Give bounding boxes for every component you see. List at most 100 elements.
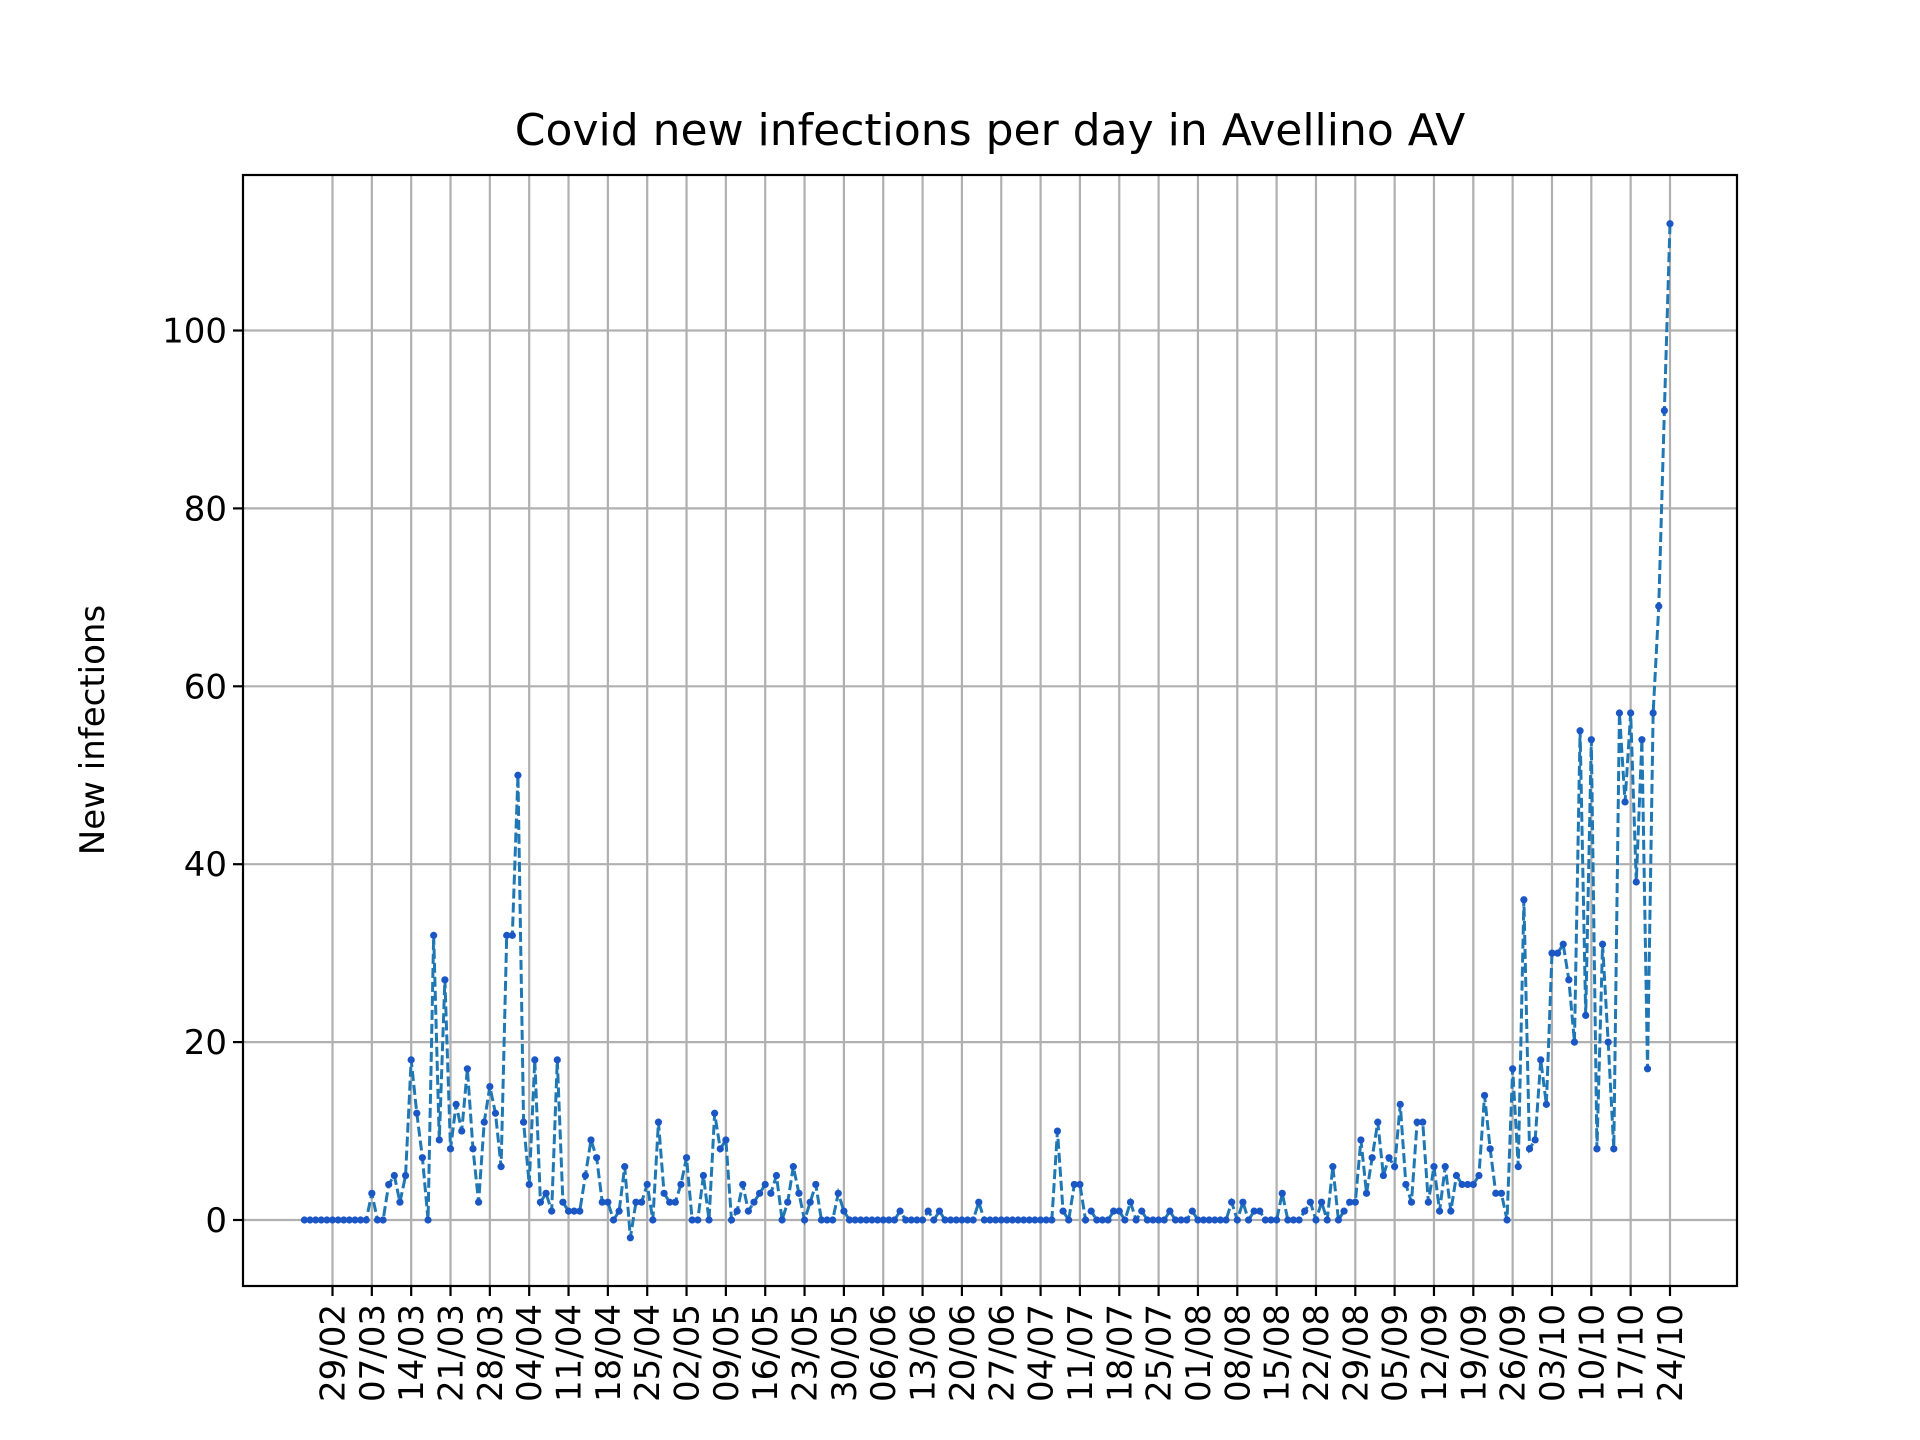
data-point bbox=[885, 1216, 893, 1224]
data-point bbox=[992, 1216, 1000, 1224]
data-point bbox=[1587, 736, 1595, 744]
data-point bbox=[334, 1216, 342, 1224]
y-axis-ticks: 0 20 40 60 80 100 bbox=[162, 312, 243, 1241]
data-point bbox=[986, 1216, 994, 1224]
data-point bbox=[817, 1216, 826, 1224]
data-point bbox=[879, 1216, 887, 1224]
data-point bbox=[1323, 1216, 1331, 1224]
data-point bbox=[413, 1109, 421, 1117]
data-point bbox=[463, 1065, 471, 1073]
data-point bbox=[407, 1056, 415, 1064]
x-tick-label: 21/03 bbox=[432, 1304, 472, 1402]
data-point bbox=[1621, 798, 1629, 806]
data-point bbox=[930, 1216, 938, 1224]
data-point bbox=[531, 1056, 539, 1064]
data-point bbox=[1166, 1207, 1174, 1215]
data-point bbox=[806, 1198, 814, 1206]
data-point bbox=[1267, 1216, 1275, 1224]
data-point bbox=[1593, 1145, 1601, 1153]
data-point bbox=[1548, 949, 1556, 957]
data-point bbox=[1627, 709, 1635, 717]
y-tick-label: 80 bbox=[184, 489, 227, 529]
data-point bbox=[626, 1234, 634, 1242]
data-point bbox=[789, 1163, 797, 1171]
data-point bbox=[385, 1180, 393, 1189]
data-point bbox=[1441, 1163, 1449, 1171]
data-point bbox=[542, 1189, 550, 1197]
data-point bbox=[300, 1216, 308, 1224]
data-point bbox=[1492, 1189, 1500, 1197]
data-point bbox=[424, 1216, 432, 1224]
data-point bbox=[609, 1216, 618, 1224]
data-point bbox=[1205, 1216, 1213, 1224]
data-point bbox=[1020, 1216, 1028, 1224]
data-point bbox=[1070, 1180, 1078, 1189]
data-point bbox=[497, 1163, 505, 1171]
data-point bbox=[907, 1216, 915, 1224]
data-point bbox=[475, 1198, 483, 1206]
x-tick-label: 14/03 bbox=[392, 1304, 432, 1402]
data-point bbox=[1059, 1207, 1067, 1215]
data-point bbox=[784, 1198, 792, 1206]
data-point bbox=[1216, 1216, 1225, 1224]
x-tick-label: 18/07 bbox=[1100, 1304, 1140, 1402]
y-tick-label: 100 bbox=[162, 312, 227, 352]
data-point bbox=[1559, 940, 1567, 948]
x-tick-label: 03/10 bbox=[1533, 1304, 1573, 1402]
data-point bbox=[1469, 1180, 1477, 1189]
data-point bbox=[559, 1198, 567, 1206]
x-tick-label: 29/02 bbox=[314, 1304, 354, 1402]
x-tick-label: 04/07 bbox=[1022, 1304, 1062, 1402]
data-point bbox=[1525, 1145, 1534, 1153]
data-point bbox=[1329, 1163, 1337, 1171]
data-point bbox=[1486, 1145, 1494, 1153]
data-point bbox=[1256, 1207, 1264, 1215]
data-point bbox=[654, 1118, 663, 1126]
data-point bbox=[486, 1082, 494, 1091]
data-point bbox=[829, 1216, 837, 1224]
data-point bbox=[1228, 1198, 1236, 1206]
x-tick-label: 20/06 bbox=[943, 1304, 983, 1402]
data-point bbox=[1497, 1189, 1506, 1197]
data-point bbox=[1509, 1065, 1517, 1073]
data-point bbox=[1301, 1207, 1309, 1215]
data-point bbox=[851, 1216, 859, 1224]
data-point bbox=[913, 1216, 921, 1224]
x-tick-label: 16/05 bbox=[746, 1304, 786, 1402]
data-point bbox=[1149, 1216, 1157, 1224]
data-point bbox=[435, 1136, 443, 1144]
data-point bbox=[733, 1207, 741, 1215]
data-point bbox=[671, 1198, 679, 1206]
data-point bbox=[857, 1216, 865, 1224]
data-point bbox=[1188, 1207, 1196, 1215]
data-point bbox=[1514, 1163, 1522, 1171]
x-tick-label: 23/05 bbox=[786, 1304, 826, 1402]
data-point bbox=[1065, 1216, 1073, 1224]
data-point bbox=[941, 1216, 949, 1224]
data-point bbox=[643, 1180, 651, 1189]
data-point bbox=[1317, 1198, 1326, 1206]
data-point bbox=[845, 1216, 854, 1224]
data-point bbox=[1261, 1216, 1269, 1224]
x-tick-label: 26/09 bbox=[1494, 1304, 1534, 1402]
data-point bbox=[1413, 1118, 1421, 1126]
data-point bbox=[1104, 1216, 1112, 1224]
data-point bbox=[1199, 1216, 1208, 1224]
data-point bbox=[536, 1198, 545, 1206]
data-point bbox=[312, 1216, 320, 1224]
data-point bbox=[902, 1216, 910, 1224]
data-point bbox=[1340, 1207, 1348, 1215]
data-point bbox=[761, 1180, 769, 1189]
data-point bbox=[1396, 1100, 1404, 1108]
data-point bbox=[935, 1207, 944, 1215]
data-point bbox=[323, 1216, 331, 1224]
data-point bbox=[1565, 976, 1573, 984]
y-axis-label: New infections bbox=[73, 605, 113, 855]
data-point bbox=[1638, 736, 1646, 744]
y-tick-label: 20 bbox=[184, 1023, 227, 1063]
data-point bbox=[1503, 1216, 1511, 1224]
data-point bbox=[1031, 1216, 1039, 1224]
x-tick-label: 18/04 bbox=[589, 1304, 629, 1402]
data-point bbox=[1368, 1154, 1376, 1162]
